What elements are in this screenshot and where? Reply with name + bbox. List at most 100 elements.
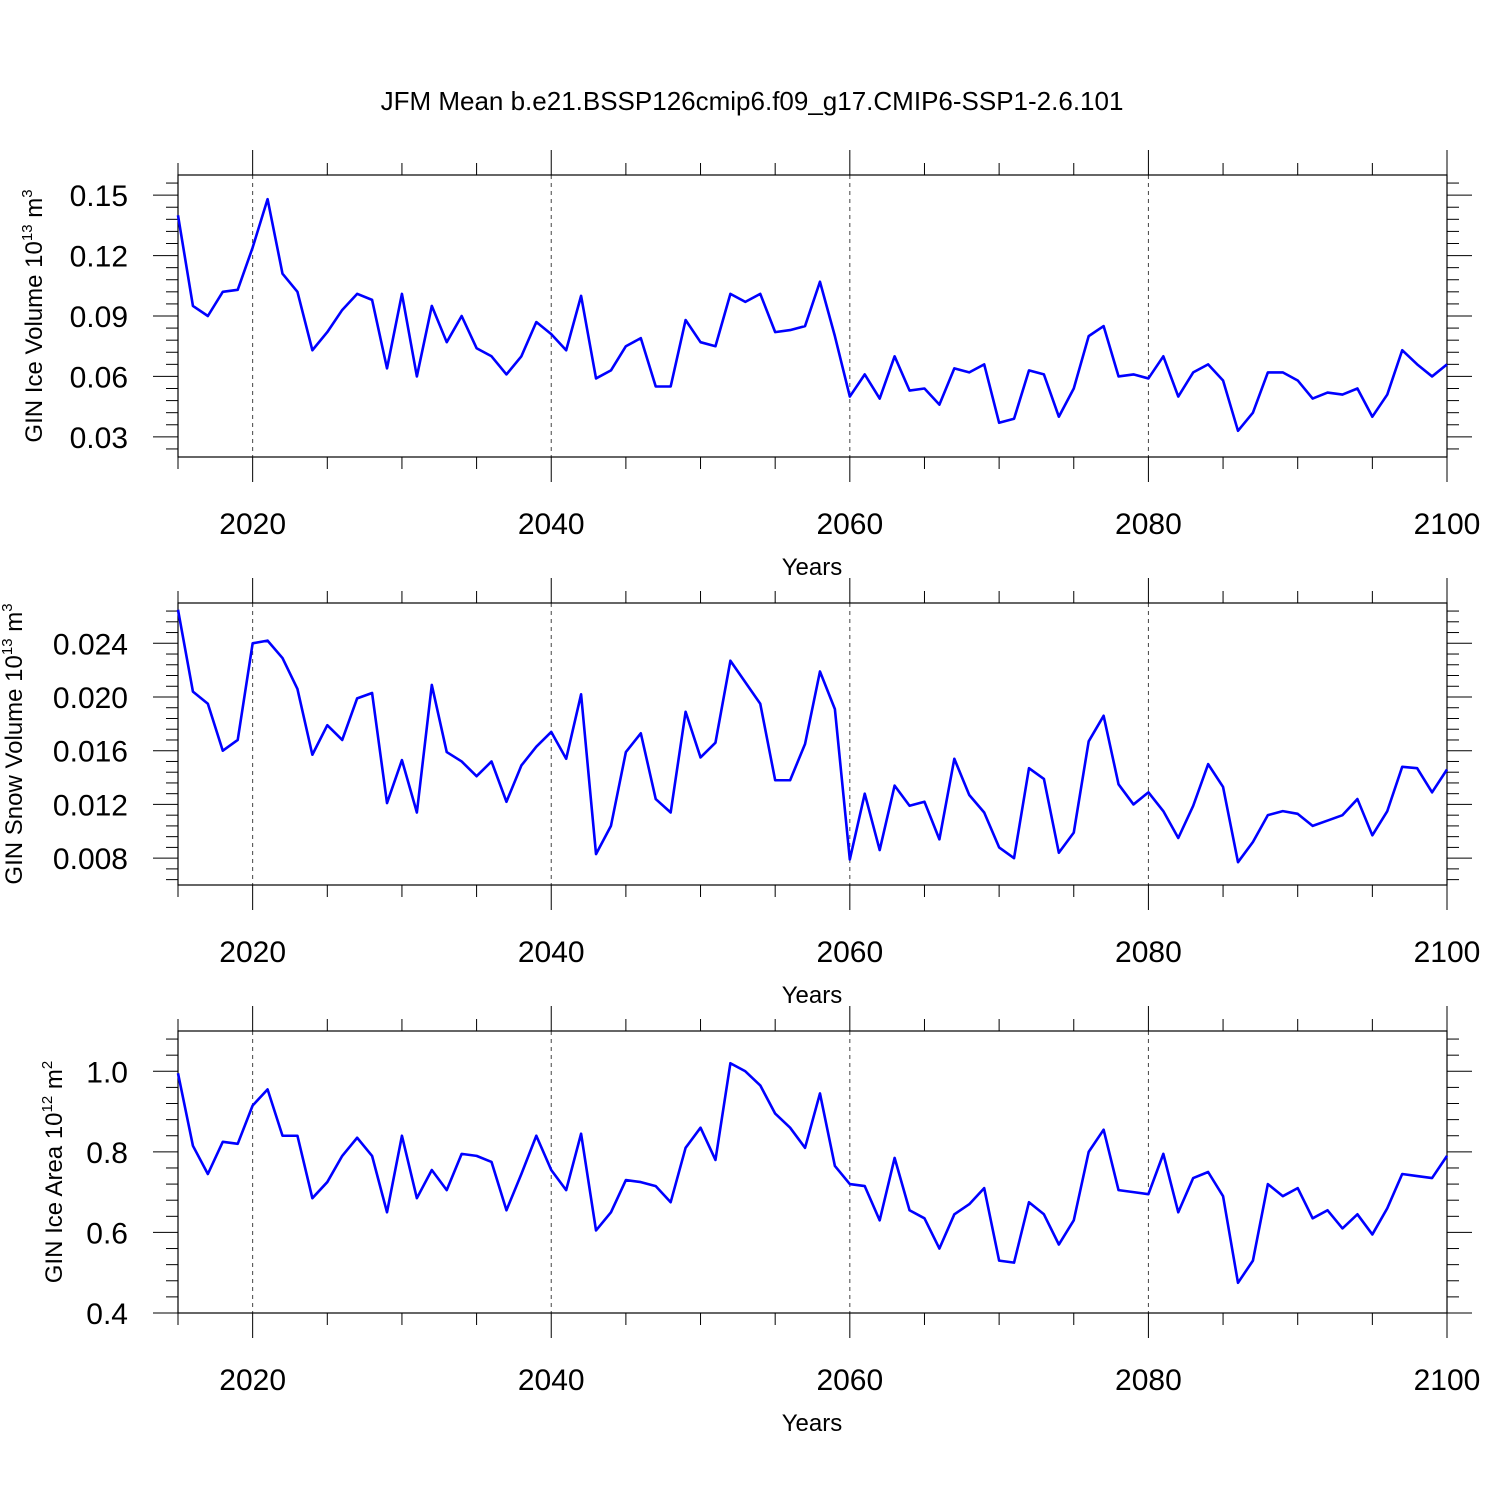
data-point bbox=[938, 1248, 940, 1250]
data-point bbox=[296, 1135, 298, 1137]
data-point bbox=[1356, 388, 1358, 390]
data-point bbox=[685, 711, 687, 713]
data-point bbox=[744, 1070, 746, 1072]
data-point bbox=[714, 1159, 716, 1161]
data-point bbox=[520, 355, 522, 357]
data-point bbox=[1267, 1183, 1269, 1185]
data-point bbox=[1088, 335, 1090, 337]
data-point bbox=[1416, 1175, 1418, 1177]
y-axis-label: GIN Ice Volume 1013 m3 bbox=[19, 189, 48, 442]
data-point bbox=[505, 1209, 507, 1211]
data-point bbox=[326, 1181, 328, 1183]
x-tick-label: 2060 bbox=[816, 936, 883, 969]
data-point bbox=[774, 779, 776, 781]
data-point bbox=[894, 355, 896, 357]
data-point bbox=[1118, 783, 1120, 785]
data-point bbox=[879, 398, 881, 400]
data-point bbox=[401, 1135, 403, 1137]
data-point bbox=[222, 1141, 224, 1143]
data-point bbox=[296, 688, 298, 690]
x-axis-label: Years bbox=[782, 1410, 843, 1437]
data-point bbox=[580, 295, 582, 297]
data-point bbox=[1267, 814, 1269, 816]
data-point bbox=[192, 305, 194, 307]
data-point bbox=[1401, 349, 1403, 351]
data-point bbox=[1386, 810, 1388, 812]
y-tick-label: 0.06 bbox=[70, 361, 128, 394]
data-point bbox=[1103, 715, 1105, 717]
data-point bbox=[1013, 1262, 1015, 1264]
y-tick-label: 0.016 bbox=[53, 736, 128, 769]
data-point bbox=[819, 281, 821, 283]
data-point bbox=[1222, 1195, 1224, 1197]
data-point bbox=[431, 1169, 433, 1171]
data-point bbox=[729, 293, 731, 295]
data-point bbox=[1118, 1189, 1120, 1191]
data-point bbox=[267, 198, 269, 200]
data-point bbox=[923, 1217, 925, 1219]
data-point bbox=[759, 703, 761, 705]
data-point bbox=[341, 1155, 343, 1157]
data-point bbox=[1401, 1173, 1403, 1175]
data-point bbox=[1282, 371, 1284, 373]
data-point bbox=[744, 301, 746, 303]
data-point bbox=[341, 309, 343, 311]
data-point bbox=[1058, 1244, 1060, 1246]
y-tick-label: 0.6 bbox=[86, 1217, 128, 1250]
data-point bbox=[595, 1229, 597, 1231]
data-point bbox=[1312, 825, 1314, 827]
data-point bbox=[1431, 1177, 1433, 1179]
data-point bbox=[1386, 394, 1388, 396]
data-point bbox=[998, 846, 1000, 848]
x-tick-label: 2040 bbox=[518, 936, 585, 969]
data-point bbox=[550, 333, 552, 335]
data-point bbox=[819, 1092, 821, 1094]
data-point bbox=[625, 345, 627, 347]
data-point bbox=[491, 760, 493, 762]
data-point bbox=[864, 793, 866, 795]
data-point bbox=[595, 377, 597, 379]
x-tick-label: 2060 bbox=[816, 1364, 883, 1397]
data-point bbox=[565, 758, 567, 760]
data-point bbox=[700, 1127, 702, 1129]
data-point bbox=[386, 367, 388, 369]
data-point bbox=[1446, 769, 1448, 771]
plot-frame bbox=[177, 1030, 1448, 1314]
data-point bbox=[834, 1165, 836, 1167]
data-point bbox=[416, 811, 418, 813]
data-point bbox=[431, 305, 433, 307]
data-point bbox=[953, 1213, 955, 1215]
data-point bbox=[1043, 778, 1045, 780]
data-point bbox=[416, 375, 418, 377]
data-point bbox=[595, 853, 597, 855]
data-point bbox=[759, 293, 761, 295]
data-point bbox=[640, 337, 642, 339]
data-point bbox=[610, 369, 612, 371]
y-tick-label: 0.024 bbox=[53, 628, 128, 661]
data-point bbox=[1222, 379, 1224, 381]
x-tick-label: 2040 bbox=[518, 508, 585, 541]
data-point bbox=[1177, 396, 1179, 398]
data-point bbox=[1162, 810, 1164, 812]
data-point bbox=[476, 775, 478, 777]
data-point bbox=[625, 1179, 627, 1181]
data-point bbox=[1237, 1282, 1239, 1284]
data-point bbox=[998, 422, 1000, 424]
y-tick-label: 0.012 bbox=[53, 789, 128, 822]
data-point bbox=[1058, 416, 1060, 418]
data-point bbox=[1132, 803, 1134, 805]
x-tick-label: 2100 bbox=[1414, 508, 1481, 541]
y-tick-label: 0.4 bbox=[86, 1298, 128, 1331]
data-point bbox=[1088, 1151, 1090, 1153]
data-point bbox=[1297, 813, 1299, 815]
data-point bbox=[550, 1169, 552, 1171]
data-point bbox=[1028, 767, 1030, 769]
y-axis-label: GIN Ice Area 1012 m2 bbox=[39, 1061, 68, 1283]
data-point bbox=[476, 347, 478, 349]
data-point bbox=[894, 785, 896, 787]
data-point bbox=[849, 1183, 851, 1185]
x-tick-label: 2100 bbox=[1414, 936, 1481, 969]
data-point bbox=[192, 1145, 194, 1147]
data-point bbox=[1013, 857, 1015, 859]
data-point bbox=[1327, 1209, 1329, 1211]
